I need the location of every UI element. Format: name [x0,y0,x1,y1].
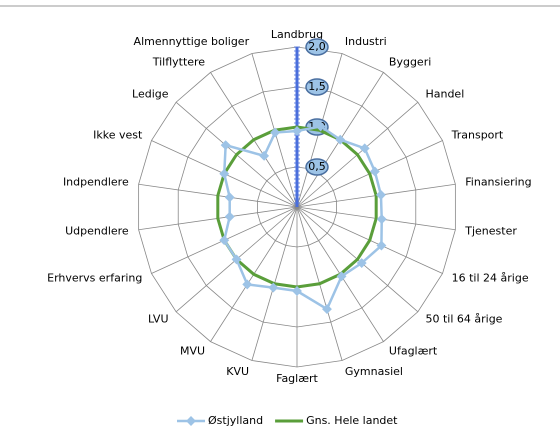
category-label: Industri [345,35,387,48]
category-label: LVU [148,313,169,326]
data-point [369,166,380,177]
data-point [259,150,270,161]
category-label: 50 til 64 årige [425,313,502,326]
data-point [219,235,230,246]
category-label: Indpendlere [63,176,129,189]
y-tick-label: 2,0 [308,40,326,53]
category-label: Almennyttige boliger [134,35,250,48]
category-label: Erhvervs erfaring [47,271,142,284]
data-point [220,140,231,151]
legend-label: Østjylland [208,414,263,427]
category-label: Landbrug [271,28,323,41]
tick-badge [305,158,329,176]
data-point [292,126,302,136]
data-point [336,271,347,282]
category-label: Faglært [276,372,318,385]
legend-marker [186,416,196,426]
category-label: Byggeri [389,55,431,68]
data-point [224,192,235,203]
category-label: Tilflyttere [152,55,206,68]
data-point [376,240,387,251]
category-label: MVU [180,345,205,358]
y-tick-label: 0,5 [308,160,326,173]
y-tick-label: 1,5 [308,80,326,93]
tick-badge [305,38,329,56]
category-label: Handel [425,87,464,100]
data-point [224,211,235,222]
data-point [322,304,332,315]
data-point [231,254,242,265]
data-point [356,258,367,269]
tick-badge [305,78,329,96]
data-point [335,134,346,145]
category-label: Transport [451,129,504,142]
category-label: Ledige [132,87,169,100]
category-label: Finansiering [465,176,531,189]
data-point [268,282,279,293]
data-point [242,279,253,290]
category-label: Gymnasiel [345,365,403,378]
data-point [292,286,302,296]
legend-label: Gns. Hele landet [306,414,398,427]
category-label: Udpendlere [65,224,129,237]
category-label: KVU [226,365,249,378]
category-label: Ufaglært [389,345,438,358]
data-point [359,143,370,154]
category-label: Ikke vest [93,129,143,142]
category-label: Tjenester [464,224,517,237]
data-point [375,189,386,200]
data-point [376,214,387,225]
data-point [270,127,281,138]
data-point [219,168,230,179]
category-label: 16 til 24 årige [452,271,529,284]
